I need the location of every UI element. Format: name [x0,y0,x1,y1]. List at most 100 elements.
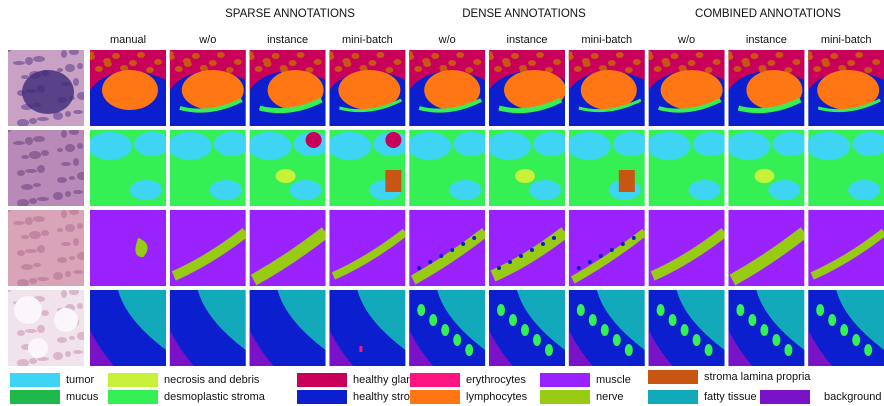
cell [69,209,79,215]
cell [5,208,11,212]
tumor [407,132,451,160]
gland [104,61,112,67]
speck [428,260,432,264]
gland [663,61,671,67]
mucus [840,324,848,336]
mucus [657,304,665,316]
cell [5,288,11,292]
gland [226,67,234,73]
column-label: mini-batch [342,34,393,46]
speck [519,254,523,258]
mucus [828,314,836,326]
legend-swatch [108,373,158,387]
speck [497,266,501,270]
cell [57,177,67,183]
segmentation-map [170,210,246,286]
mucus [681,324,689,336]
tumor [168,132,212,160]
mucus [693,334,701,346]
cell [21,235,29,239]
segmentation-map [806,130,884,206]
gland [553,59,561,65]
tumor [806,132,850,160]
gland [822,61,830,67]
cell [17,250,25,256]
group-header: COMBINED ANNOTATIONS [695,8,841,20]
cell [61,130,67,138]
gland [192,53,200,59]
cell [5,48,11,52]
tumor [134,132,170,156]
gland [696,52,704,58]
cell [25,329,37,333]
mucus [417,304,425,316]
cell [21,155,29,159]
segmentation-map [90,210,166,286]
speck [450,248,454,252]
cell [33,136,45,142]
segmentation-map [489,210,565,286]
cell [77,223,83,229]
figure: SPARSE ANNOTATIONSDENSE ANNOTATIONSCOMBI… [0,0,884,406]
segmentation-map [405,50,485,126]
gland [264,61,272,67]
cell [13,221,25,225]
speck [439,254,443,258]
gland [583,61,591,67]
column-label: instance [267,34,308,46]
speck [577,266,581,270]
gland [503,61,511,67]
mucus [748,314,756,326]
segmentation-map [88,130,170,206]
speck [588,260,592,264]
cell [77,252,87,260]
cell [29,151,41,159]
cell [37,197,49,201]
segmentation-map [409,290,485,366]
histology-image [5,208,87,287]
speck [461,242,465,246]
cell [65,271,71,277]
tumor [248,132,292,160]
mucus [465,344,473,356]
legend-label: necrosis and debris [164,374,260,386]
cell [77,63,83,69]
gland [334,66,342,72]
gland [129,60,137,66]
fat [54,308,78,332]
cell [41,310,49,316]
column-label: instance [507,34,548,46]
segmentation-map [325,50,405,126]
legend-label: nerve [596,391,624,403]
mucus [497,304,505,316]
speck [541,242,545,246]
gland [456,52,464,58]
cell [73,190,83,194]
cell [65,111,71,117]
tumor [487,132,531,160]
mucus [864,344,872,356]
legend-label: lymphocytes [466,391,528,403]
gland [494,66,502,72]
cell [69,176,75,180]
column-label: w/o [677,34,695,46]
tumor [848,180,880,200]
segmentation-map [808,210,884,286]
cell [61,162,71,166]
column-label: mini-batch [821,34,872,46]
segmentation-map [246,50,326,126]
cell [57,257,67,263]
mucus [429,314,437,326]
segmentation-map [86,50,166,126]
segmentation-map [569,290,645,366]
legend-label: mucus [66,391,99,403]
cell [21,264,33,270]
segmentation-map [569,210,645,286]
cell [65,64,75,72]
gland [137,52,145,58]
histology-image [5,128,87,207]
gland [376,52,384,58]
cell [61,210,67,218]
gland [209,60,217,66]
cell [37,117,49,121]
